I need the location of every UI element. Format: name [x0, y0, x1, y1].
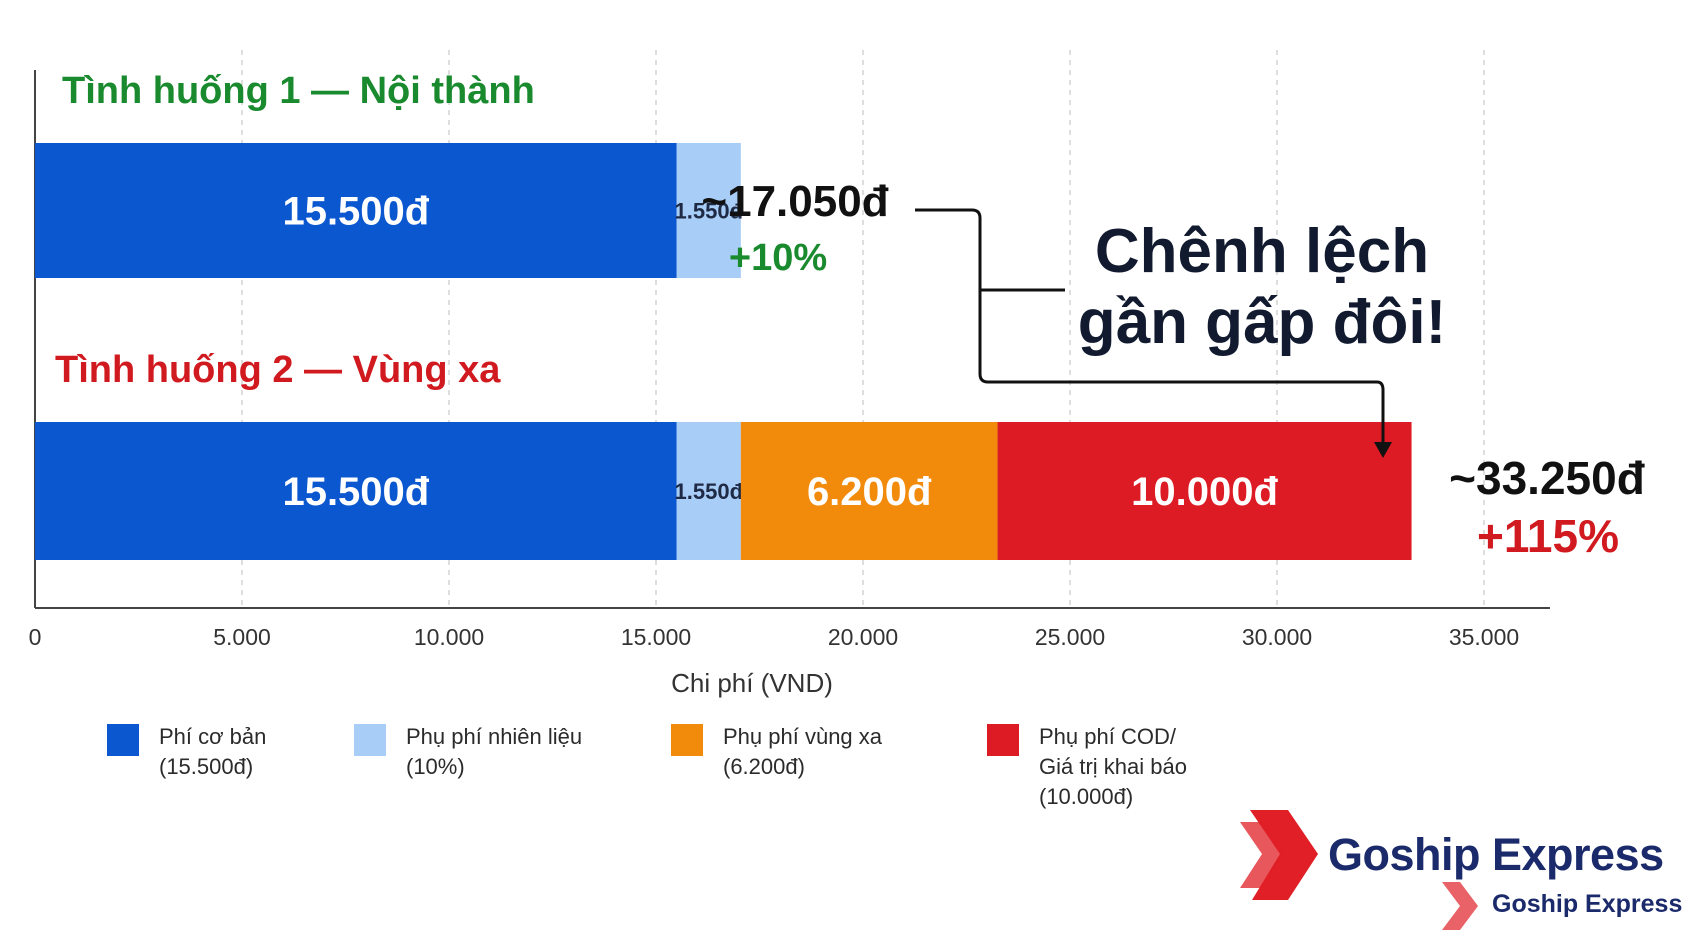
x-tick-label: 25.000: [1035, 624, 1105, 650]
bar-segment: [676, 143, 741, 278]
brand-logo-block: Goship Express Goship Express: [1240, 800, 1690, 930]
category-title: Tình huống 1 — Nội thành: [62, 70, 535, 112]
legend-label: (6.200đ): [723, 754, 805, 779]
brand-logo-icon: [1240, 810, 1318, 900]
chart-legend: Phí cơ bản (15.500đ) Phụ phí nhiên liệu …: [0, 722, 1693, 822]
connector-bracket: [915, 208, 1385, 442]
annotation-line: gần gấp đôi!: [1078, 288, 1447, 357]
brand-sub-name: Goship Express: [1492, 890, 1683, 918]
x-tick-label: 5.000: [213, 624, 271, 650]
x-tick-label: 10.000: [414, 624, 484, 650]
bar-value-label: 10.000đ: [1131, 470, 1278, 514]
bar-value-label: 15.500đ: [282, 190, 429, 234]
legend-swatch-remote-area: [671, 724, 703, 756]
bar-value-label: 6.200đ: [807, 470, 932, 514]
bar-segment: [35, 422, 677, 560]
legend-item-cod-surcharge: Phụ phí COD/ Giá trị khai báo (10.000đ): [987, 722, 1187, 812]
bar-segment: [676, 422, 741, 560]
legend-label: (10.000đ): [1039, 784, 1134, 809]
bar-segment: [740, 422, 998, 560]
legend-item-base-fee: Phí cơ bản (15.500đ): [107, 722, 266, 782]
bar-value-label: 1.550đ: [675, 479, 744, 504]
bar-segment: [997, 422, 1412, 560]
bar-segment: [35, 143, 677, 278]
x-tick-label: 0: [29, 624, 42, 650]
legend-swatch-cod: [987, 724, 1019, 756]
legend-label: Phí cơ bản: [159, 724, 267, 749]
x-tick-label: 15.000: [621, 624, 691, 650]
bar-value-label: 15.500đ: [282, 470, 429, 514]
brand-name: Goship Express: [1328, 829, 1664, 880]
brand-small-logo-icon: [1442, 882, 1478, 930]
legend-label: Phụ phí COD/: [1039, 724, 1176, 749]
annotation-line: Chênh lệch: [1095, 217, 1429, 286]
connector-arrowhead: [1374, 442, 1392, 458]
legend-label: Giá trị khai báo: [1039, 754, 1187, 779]
bar-value-label: 1.550đ: [675, 199, 744, 224]
category-title: Tình huống 2 — Vùng xa: [55, 349, 501, 391]
change-label: +10%: [729, 237, 827, 279]
legend-item-remote-area-surcharge: Phụ phí vùng xa (6.200đ): [671, 722, 882, 782]
total-label: ~17.050đ: [701, 177, 888, 226]
legend-label: (10%): [406, 754, 465, 779]
x-tick-label: 20.000: [828, 624, 898, 650]
legend-label: Phụ phí vùng xa: [723, 724, 883, 749]
x-axis-title: Chi phí (VND): [671, 668, 833, 698]
legend-label: (15.500đ): [159, 754, 254, 779]
legend-swatch-fuel-surcharge: [354, 724, 386, 756]
change-label: +115%: [1477, 510, 1619, 562]
total-label: ~33.250đ: [1449, 452, 1645, 504]
legend-label: Phụ phí nhiên liệu: [406, 724, 583, 749]
x-tick-label: 30.000: [1242, 624, 1312, 650]
x-tick-label: 35.000: [1449, 624, 1519, 650]
legend-swatch-base-fee: [107, 724, 139, 756]
legend-item-fuel-surcharge: Phụ phí nhiên liệu (10%): [354, 722, 582, 782]
